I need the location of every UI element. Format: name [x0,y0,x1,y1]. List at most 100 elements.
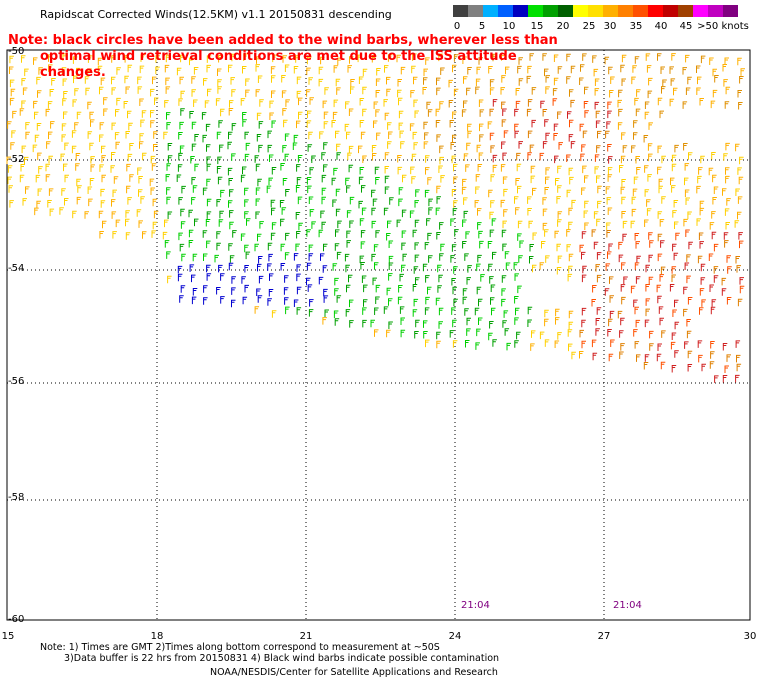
wind-barb [246,218,251,226]
wind-barb [22,198,27,206]
wind-barb [307,185,312,194]
lat-label-54: -54 [8,263,25,274]
wind-barb [32,144,38,153]
wind-barb [515,178,520,186]
wind-barb [437,264,442,273]
wind-barb [84,211,89,219]
wind-barb [362,319,367,328]
wind-barb [660,66,665,74]
wind-barb [309,167,314,175]
wind-barb [256,56,261,64]
lon-label-21: 21 [299,631,313,642]
wind-barb [425,296,430,305]
wind-barb [229,255,235,263]
wind-barb [595,110,601,119]
wind-barb [268,289,274,297]
wind-barb [555,178,560,186]
colorbar-swatch [528,5,543,17]
wind-barb [227,167,233,176]
lon-label-15: 15 [1,631,15,642]
wind-barb [296,90,302,99]
wind-barb [307,144,313,152]
wind-barb [518,57,523,65]
wind-barb [738,102,743,110]
colorbar-swatch [723,5,738,17]
wind-barb [348,145,354,154]
wind-barb [74,88,79,96]
wind-barb [440,175,445,183]
wind-barb [307,284,313,292]
wind-barb [516,163,522,172]
wind-barb [397,89,402,98]
wind-barb [177,273,183,282]
wind-barb [411,65,416,74]
wind-barb [672,210,677,218]
wind-barb [621,179,626,187]
wind-barb [346,240,351,248]
wind-barb [435,120,441,128]
wind-barb [566,154,571,162]
wind-barb [283,119,288,128]
wind-barb [254,243,259,252]
wind-barb [64,198,69,206]
wind-barb [100,77,106,86]
wind-barb [608,318,613,327]
wind-barb [569,119,574,128]
wind-barb [165,174,171,182]
wind-barb [452,134,457,143]
wind-barb [518,255,523,263]
wind-barb [111,55,116,63]
wind-barb [309,299,314,307]
wind-barb [542,141,548,149]
wind-barb [189,111,194,119]
wind-barb [570,141,576,149]
wind-barb [345,177,350,186]
wind-barb [318,276,324,285]
wind-barb [659,274,664,282]
wind-barb [371,55,377,63]
wind-barb [435,207,441,216]
wind-barb [138,220,143,228]
wind-barb [62,98,67,106]
wind-barb [452,111,457,119]
wind-barb [643,362,649,370]
wind-barb [545,132,550,141]
wind-barb [151,163,157,171]
wind-barb [734,220,740,228]
wind-barb [514,273,519,281]
wind-barb [619,351,624,359]
wind-barb [256,134,262,142]
wind-barb [570,65,576,74]
wind-barb [270,199,276,208]
wind-barb [89,178,95,186]
wind-barb [712,68,717,77]
wind-barb [711,299,717,307]
wind-barb [526,108,532,117]
wind-barb [90,156,95,164]
wind-barb [541,241,546,249]
wind-barb [333,65,339,73]
wind-barb [412,53,417,61]
wind-barb [708,167,714,176]
wind-barb [179,295,184,303]
wind-barb [388,321,393,329]
wind-barb [461,186,467,195]
wind-barb [193,67,199,75]
wind-barb [178,132,183,140]
wind-barb [308,244,314,253]
wind-barb [138,176,143,184]
lat-label-58: -58 [8,492,25,503]
wind-barb [686,330,692,339]
wind-barb [724,101,730,109]
wind-barb [372,198,378,207]
wind-barb [9,97,15,106]
wind-barb [127,64,133,73]
wind-barb [203,253,208,261]
wind-barb [232,230,237,238]
wind-barb [345,101,350,109]
wind-barb [415,319,420,328]
wind-barb [428,255,433,263]
wind-barb [358,145,363,154]
wind-barb [100,188,105,197]
gridlines [7,50,750,620]
